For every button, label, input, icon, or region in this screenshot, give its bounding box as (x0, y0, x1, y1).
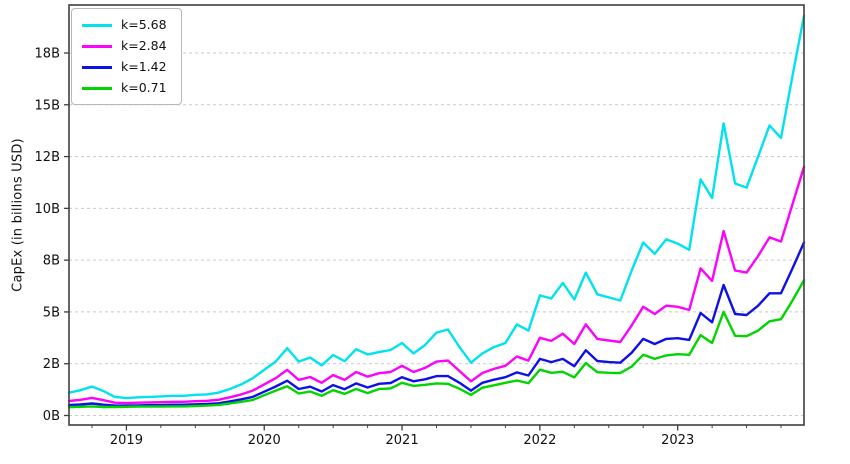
legend-label: k=0.71 (121, 80, 167, 95)
plot-frame (68, 4, 805, 426)
y-tick-label: 18B (35, 47, 60, 62)
y-tick-label: 8B (43, 254, 60, 269)
y-tick-label: 2B (43, 357, 60, 372)
x-axis: 2019 2020 2021 2022 2023 (91, 425, 782, 448)
legend-item-k=2.84: k=2.84 (82, 38, 167, 54)
series-line-k=2.84 (67, 165, 806, 405)
series-line-k=5.68 (67, 14, 806, 400)
legend-label: k=1.42 (121, 59, 167, 74)
y-axis: 0B 2B 5B 8B 10B 12B 15B 18B (35, 47, 69, 424)
legend-line-swatch (82, 44, 112, 48)
legend-item-k=1.42: k=1.42 (82, 59, 167, 75)
legend: k=5.68 k=2.84 k=1.42 k=0.71 (71, 8, 182, 105)
y-tick-label: 12B (35, 150, 60, 165)
x-tick-label: 2019 (110, 433, 143, 448)
y-tick-label: 10B (35, 202, 60, 217)
y-tick-label: 5B (43, 305, 60, 320)
y-tick-label: 15B (35, 98, 60, 113)
y-tick-label: 0B (43, 409, 60, 424)
legend-line-swatch (82, 86, 112, 90)
x-tick-label: 2020 (248, 433, 281, 448)
legend-line-swatch (82, 65, 112, 69)
y-axis-label: CapEx (in billions USD) (10, 138, 26, 292)
x-tick-label: 2022 (523, 433, 556, 448)
legend-label: k=2.84 (121, 38, 167, 53)
series-line-k=0.71 (67, 279, 806, 409)
x-tick-label: 2023 (661, 433, 694, 448)
legend-label: k=5.68 (121, 17, 167, 32)
legend-line-swatch (82, 23, 112, 27)
series-line-k=1.42 (67, 241, 806, 407)
gridlines (69, 52, 804, 416)
legend-item-k=5.68: k=5.68 (82, 17, 167, 33)
x-tick-label: 2021 (386, 433, 419, 448)
legend-item-k=0.71: k=0.71 (82, 80, 167, 96)
